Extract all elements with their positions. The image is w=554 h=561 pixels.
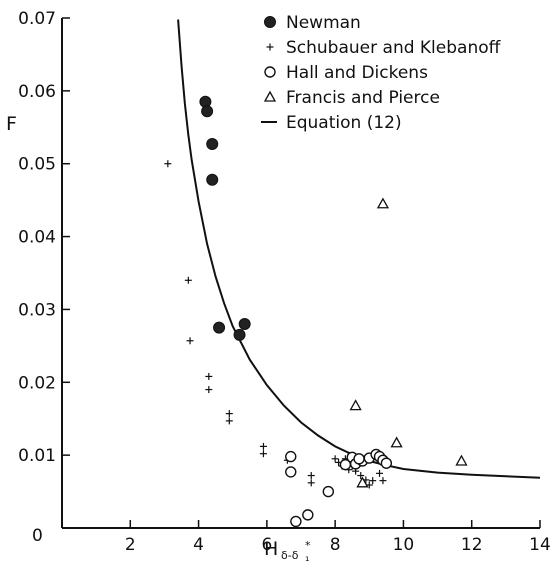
francis-and-pierce-point xyxy=(356,476,369,488)
legend-marker-newman xyxy=(264,16,276,28)
origin-label: 0 xyxy=(32,526,43,546)
schubauer-and-klebanoff-point xyxy=(376,469,384,477)
hall-and-dickens-point xyxy=(353,453,365,465)
francis-and-pierce-point xyxy=(376,197,390,209)
hall-and-dickens-point xyxy=(285,450,297,463)
hall-and-dickens-point xyxy=(380,457,393,469)
newman-point xyxy=(206,138,219,151)
francis-and-pierce-point xyxy=(455,454,468,466)
x-tick-label: 14 xyxy=(529,535,551,555)
y-tick-label: 0.02 xyxy=(18,373,56,393)
schubauer-and-klebanoff-point xyxy=(259,450,267,458)
y-tick-label: 0.06 xyxy=(18,82,56,102)
legend-label-schubauer-and-klebanoff: Schubauer and Klebanoff xyxy=(286,38,502,58)
y-tick-label: 0.04 xyxy=(18,228,56,248)
newman-point xyxy=(201,105,214,118)
newman-point xyxy=(238,318,251,330)
legend-label-francis-and-pierce: Francis and Pierce xyxy=(286,88,440,108)
schubauer-and-klebanoff-point xyxy=(164,160,172,168)
legend-marker-schubauer-and-klebanoff xyxy=(266,43,274,51)
legend: Newman Schubauer and Klebanoff Hall and Di… xyxy=(261,13,502,133)
axes-group: 0.01 0.02 0.03 0.04 0.05 0.06 0.07 2 4 6 8 10 12 14 xyxy=(18,9,551,555)
newman-point xyxy=(233,328,246,341)
y-ticks: 0.01 0.02 0.03 0.04 0.05 0.06 0.07 xyxy=(18,9,70,466)
hall-and-dickens-point xyxy=(302,509,314,521)
x-axis-label: H δ-δ ₁ * xyxy=(264,538,311,561)
x-axis-label-subscript-suffix: ₁ xyxy=(305,551,309,561)
x-tick-label: 8 xyxy=(330,535,341,555)
schubauer-and-klebanoff-point xyxy=(331,455,339,463)
schubauer-and-klebanoff-point xyxy=(225,410,233,418)
schubauer-and-klebanoff-point xyxy=(225,417,233,425)
schubauer-and-klebanoff-point xyxy=(205,386,213,394)
x-tick-label: 2 xyxy=(125,535,136,555)
x-tick-label: 10 xyxy=(393,535,415,555)
schubauer-and-klebanoff-point xyxy=(307,472,315,480)
y-tick-label: 0.05 xyxy=(18,155,56,175)
x-ticks: 2 4 6 8 10 12 14 xyxy=(125,520,551,555)
schubauer-and-klebanoff-point xyxy=(259,442,267,450)
y-axis-label: F xyxy=(6,113,17,135)
francis-and-pierce-point xyxy=(390,436,403,448)
y-tick-label: 0.07 xyxy=(18,9,56,29)
y-tick-label: 0.01 xyxy=(18,446,56,466)
plot-area xyxy=(164,19,541,528)
x-tick-label: 4 xyxy=(193,535,204,555)
y-tick-label: 0.03 xyxy=(18,300,56,320)
legend-label-newman: Newman xyxy=(286,13,361,33)
x-tick-label: 6 xyxy=(261,535,272,555)
x-tick-label: 12 xyxy=(461,535,483,555)
francis-and-pierce-point xyxy=(349,399,362,411)
x-axis-label-main: H xyxy=(264,538,278,560)
newman-point xyxy=(213,321,226,334)
legend-label-hall-and-dickens: Hall and Dickens xyxy=(286,63,428,83)
x-axis-label-subscript-star: * xyxy=(305,539,311,552)
hall-and-dickens-point xyxy=(322,485,335,498)
schubauer-and-klebanoff-point xyxy=(184,276,192,284)
legend-label-equation-12: Equation (12) xyxy=(286,113,402,133)
schubauer-and-klebanoff-point xyxy=(307,479,315,487)
schubauer-and-klebanoff-point xyxy=(205,372,213,380)
legend-marker-hall-and-dickens xyxy=(264,66,276,78)
legend-marker-francis-and-pierce xyxy=(263,90,277,102)
schubauer-and-klebanoff-point xyxy=(379,477,387,485)
hall-and-dickens-point xyxy=(285,466,297,478)
hall-and-dickens-point xyxy=(290,515,302,528)
schubauer-and-klebanoff-point xyxy=(369,477,377,485)
schubauer-and-klebanoff-point xyxy=(186,337,194,345)
newman-point xyxy=(206,173,219,186)
equation-12-curve xyxy=(177,19,541,479)
x-axis-label-subscript: δ-δ xyxy=(281,549,299,561)
schubauer-and-klebanoff-point xyxy=(357,472,365,480)
